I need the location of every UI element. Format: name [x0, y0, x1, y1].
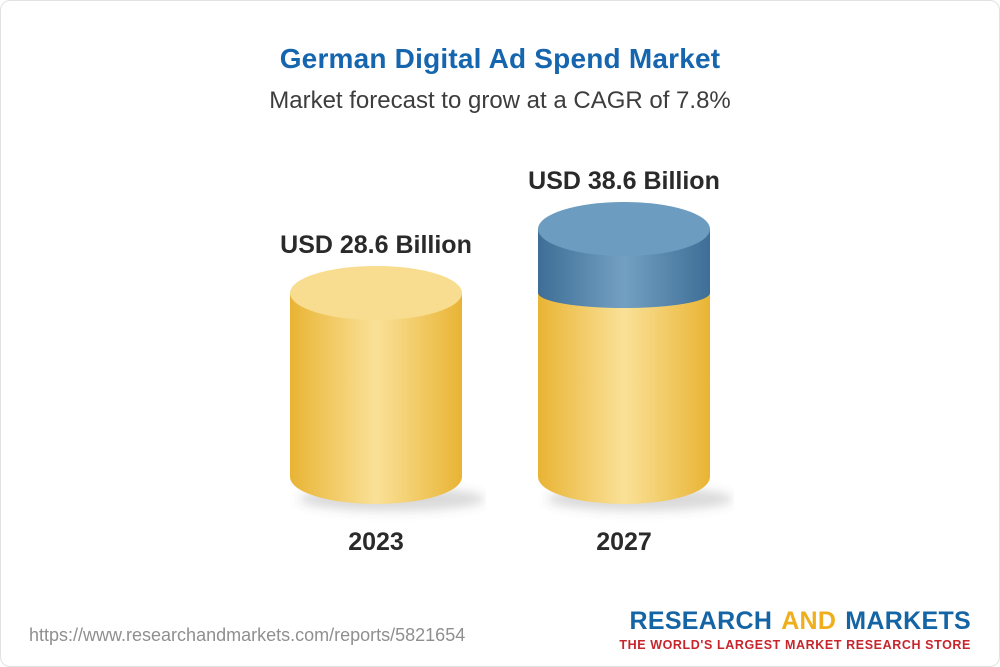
bar-2023-category-label: 2023 — [348, 528, 404, 556]
bar-2027-value-label: USD 38.6 Billion — [528, 167, 720, 195]
bar-2027-cylinder — [514, 200, 734, 526]
chart-area: USD 28.6 Billion 2023 USD 38.6 Billion 2… — [1, 167, 999, 557]
bar-2023-cylinder — [266, 264, 486, 526]
cylinder-svg — [290, 266, 485, 511]
cylinder-svg — [538, 202, 733, 511]
brand-tagline: THE WORLD'S LARGEST MARKET RESEARCH STOR… — [619, 638, 971, 652]
bar-2023-value-label: USD 28.6 Billion — [280, 231, 472, 259]
logo-word-research: RESEARCH — [629, 606, 773, 635]
brand-logo: RESEARCH AND MARKETS THE WORLD'S LARGEST… — [619, 606, 971, 652]
brand-logo-wordmark: RESEARCH AND MARKETS — [619, 606, 971, 636]
chart-subtitle: Market forecast to grow at a CAGR of 7.8… — [269, 87, 731, 114]
bar-2027: USD 38.6 Billion 2027 — [514, 167, 734, 557]
logo-word-and: AND — [781, 606, 837, 635]
footer-url: https://www.researchandmarkets.com/repor… — [29, 625, 466, 645]
bar-2027-category-label: 2027 — [596, 528, 652, 556]
bar-2023: USD 28.6 Billion 2023 — [266, 231, 486, 557]
logo-word-markets: MARKETS — [845, 606, 971, 635]
chart-title: German Digital Ad Spend Market — [279, 43, 721, 74]
